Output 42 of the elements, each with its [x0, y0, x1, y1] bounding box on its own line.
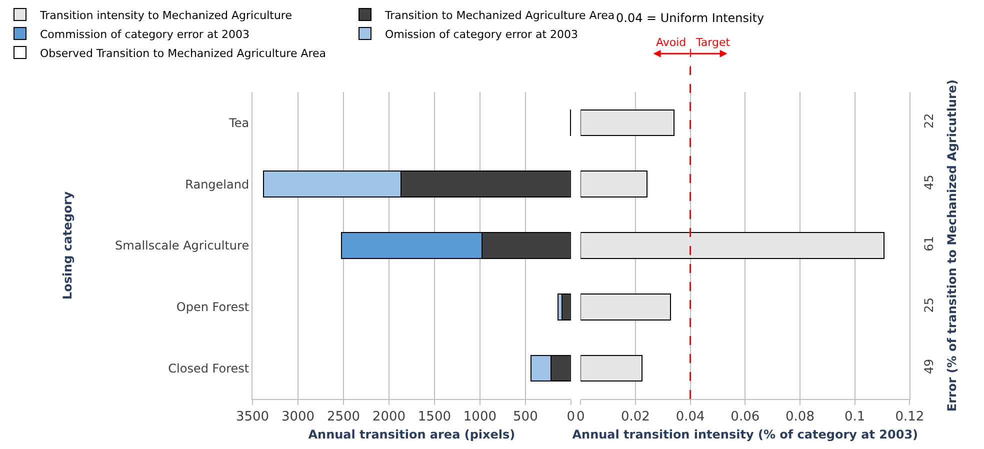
legend-label: Transition to Mechanized Agriculture Area: [384, 8, 615, 22]
x-tick-label: 0: [566, 410, 576, 425]
legend-label: Commission of category error at 2003: [40, 28, 250, 41]
x-tick-label: 500: [513, 410, 538, 425]
x-tick-label: 0: [576, 410, 585, 425]
y-tick-label: Smallscale Agriculture: [115, 238, 250, 253]
text: Target: [695, 36, 731, 49]
y2-tick-label: 45: [922, 174, 936, 190]
x-tick-label: 0.06: [730, 410, 760, 425]
x-tick-label: 1500: [418, 410, 452, 425]
y-tick-label: Rangeland: [185, 177, 250, 192]
y-tick-label: Closed Forest: [168, 362, 250, 376]
y2-tick-label: 61: [922, 236, 936, 252]
x-tick-label: 2000: [372, 410, 406, 425]
legend-label: Observed Transition to Mechanized Agriculture Area: [40, 46, 326, 60]
y-tick-label: Open Forest: [176, 300, 250, 314]
bar: [580, 294, 672, 320]
x-tick-label: 3000: [281, 410, 315, 425]
x-axis-title: Annual transition area (pixels): [308, 428, 516, 442]
x-tick-label: 0.04: [676, 410, 705, 425]
x-tick-label: 1000: [463, 410, 496, 425]
bar: [580, 109, 675, 136]
x-tick-label: 0.02: [620, 410, 650, 425]
bar: [580, 354, 643, 382]
x-tick-label: 2500: [326, 410, 360, 425]
y2-tick-label: 25: [922, 297, 936, 313]
y2-axis-title: Error (% of transition to Mechanized Agricutlure): [944, 79, 959, 412]
x-axis-title: Annual transition intensity (% of category at 2003): [572, 428, 918, 442]
x-tick-label: 0.12: [895, 410, 924, 425]
text: Avoid: [656, 36, 686, 49]
y-axis-title: Losing category: [60, 191, 74, 300]
y-tick-label: Tea: [228, 116, 250, 130]
legend-label: Omission of category error at 2003: [385, 28, 578, 41]
legend-label: Transition intensity to Mechanized Agriculture: [39, 8, 292, 22]
bar: [580, 170, 648, 198]
x-tick-label: 3500: [236, 410, 270, 425]
bar: [580, 232, 884, 259]
ref-line-label: 0.04 = Uniform Intensity: [616, 11, 764, 25]
y2-tick-label: 22: [922, 113, 936, 129]
x-tick-label: 0.08: [786, 410, 814, 425]
x-tick-label: 0.1: [844, 410, 866, 425]
y2-tick-label: 49: [922, 358, 936, 374]
